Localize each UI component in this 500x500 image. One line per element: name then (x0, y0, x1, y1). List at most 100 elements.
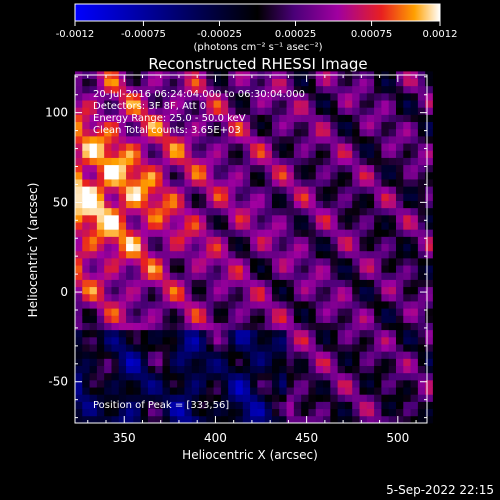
heatmap-cell (213, 214, 222, 223)
heatmap-cell (308, 150, 317, 158)
heatmap-cell (279, 179, 287, 187)
heatmap-cell (147, 408, 156, 417)
heatmap-cell (140, 401, 149, 410)
heatmap-cell (235, 257, 244, 266)
heatmap-cell (308, 257, 317, 266)
heatmap-cell (96, 344, 105, 352)
heatmap-cell (89, 207, 98, 216)
heatmap-cell (417, 308, 426, 316)
heatmap-cell (235, 186, 244, 194)
heatmap-cell (242, 372, 251, 381)
heatmap-cell (235, 121, 244, 130)
heatmap-cell (235, 207, 244, 216)
heatmap-cell (315, 286, 324, 295)
heatmap-cell (425, 135, 433, 144)
heatmap-cell (118, 372, 127, 381)
heatmap-cell (111, 85, 120, 94)
heatmap-cell (213, 293, 222, 302)
heatmap-cell (220, 121, 229, 130)
heatmap-cell (417, 301, 426, 309)
heatmap-cell (118, 150, 127, 158)
heatmap-cell (388, 358, 397, 366)
heatmap-cell (184, 100, 193, 108)
heatmap-cell (89, 379, 98, 388)
heatmap-cell (235, 135, 244, 144)
heatmap-cell (140, 372, 149, 381)
heatmap-cell (330, 401, 339, 410)
heatmap-cell (359, 401, 368, 410)
heatmap-cell (250, 236, 258, 245)
heatmap-cell (308, 372, 317, 381)
heatmap-cell (147, 107, 156, 115)
heatmap-cell (395, 200, 404, 209)
heatmap-cell (199, 114, 207, 123)
heatmap-cell (286, 171, 295, 180)
heatmap-cell (169, 336, 178, 345)
heatmap-cell (155, 85, 163, 94)
heatmap-cell (344, 279, 353, 288)
heatmap-cell (75, 293, 83, 302)
heatmap-cell (403, 186, 411, 194)
heatmap-cell (315, 229, 324, 237)
heatmap-cell (337, 114, 346, 123)
heatmap-cell (191, 78, 200, 87)
heatmap-cell (374, 92, 382, 101)
heatmap-cell (228, 164, 236, 173)
heatmap-cell (395, 358, 404, 366)
heatmap-cell (220, 387, 229, 395)
heatmap-cell (199, 372, 207, 381)
heatmap-cell (257, 372, 266, 381)
heatmap-cell (286, 114, 295, 123)
heatmap-cell (250, 85, 258, 94)
heatmap-cell (213, 186, 222, 194)
heatmap-cell (264, 164, 273, 173)
heatmap-cell (147, 114, 156, 123)
heatmap-cell (323, 200, 331, 209)
heatmap-cell (264, 379, 273, 388)
heatmap-cell (381, 257, 390, 266)
heatmap-cell (104, 315, 112, 323)
heatmap-cell (111, 372, 120, 381)
colorbar-unit-label: (photons cm⁻² s⁻¹ asec⁻²) (193, 42, 322, 53)
heatmap-cell (257, 265, 266, 273)
heatmap-cell (337, 107, 346, 115)
heatmap-cell (293, 214, 302, 223)
heatmap-cell (374, 272, 382, 280)
heatmap-cell (111, 150, 120, 158)
heatmap-cell (242, 415, 251, 424)
heatmap-cell (425, 344, 433, 352)
heatmap-cell (213, 85, 222, 94)
heatmap-cell (250, 293, 258, 302)
heatmap-cell (250, 308, 258, 316)
heatmap-cell (417, 128, 426, 137)
heatmap-cell (96, 322, 105, 331)
heatmap-cell (96, 272, 105, 280)
heatmap-cell (235, 143, 244, 151)
heatmap-cell (140, 329, 149, 338)
heatmap-cell (169, 379, 178, 388)
heatmap-cell (257, 365, 266, 374)
heatmap-cell (352, 415, 360, 424)
heatmap-cell (235, 179, 244, 187)
heatmap-cell (118, 250, 127, 259)
heatmap-cell (206, 315, 215, 323)
heatmap-cell (344, 257, 353, 266)
heatmap-cell (133, 128, 142, 137)
heatmap-cell (206, 179, 215, 187)
heatmap-cell (75, 171, 83, 180)
heatmap-cell (388, 279, 397, 288)
heatmap-cell (410, 387, 419, 395)
heatmap-cell (293, 164, 302, 173)
heatmap-cell (220, 301, 229, 309)
heatmap-cell (308, 143, 317, 151)
heatmap-cell (366, 107, 375, 115)
heatmap-cell (403, 114, 411, 123)
heatmap-cell (315, 171, 324, 180)
heatmap-cell (323, 85, 331, 94)
heatmap-cell (111, 78, 120, 87)
heatmap-cell (206, 257, 215, 266)
heatmap-cell (126, 107, 134, 115)
heatmap-cell (301, 100, 309, 108)
heatmap-cell (286, 143, 295, 151)
heatmap-cell (111, 265, 120, 273)
